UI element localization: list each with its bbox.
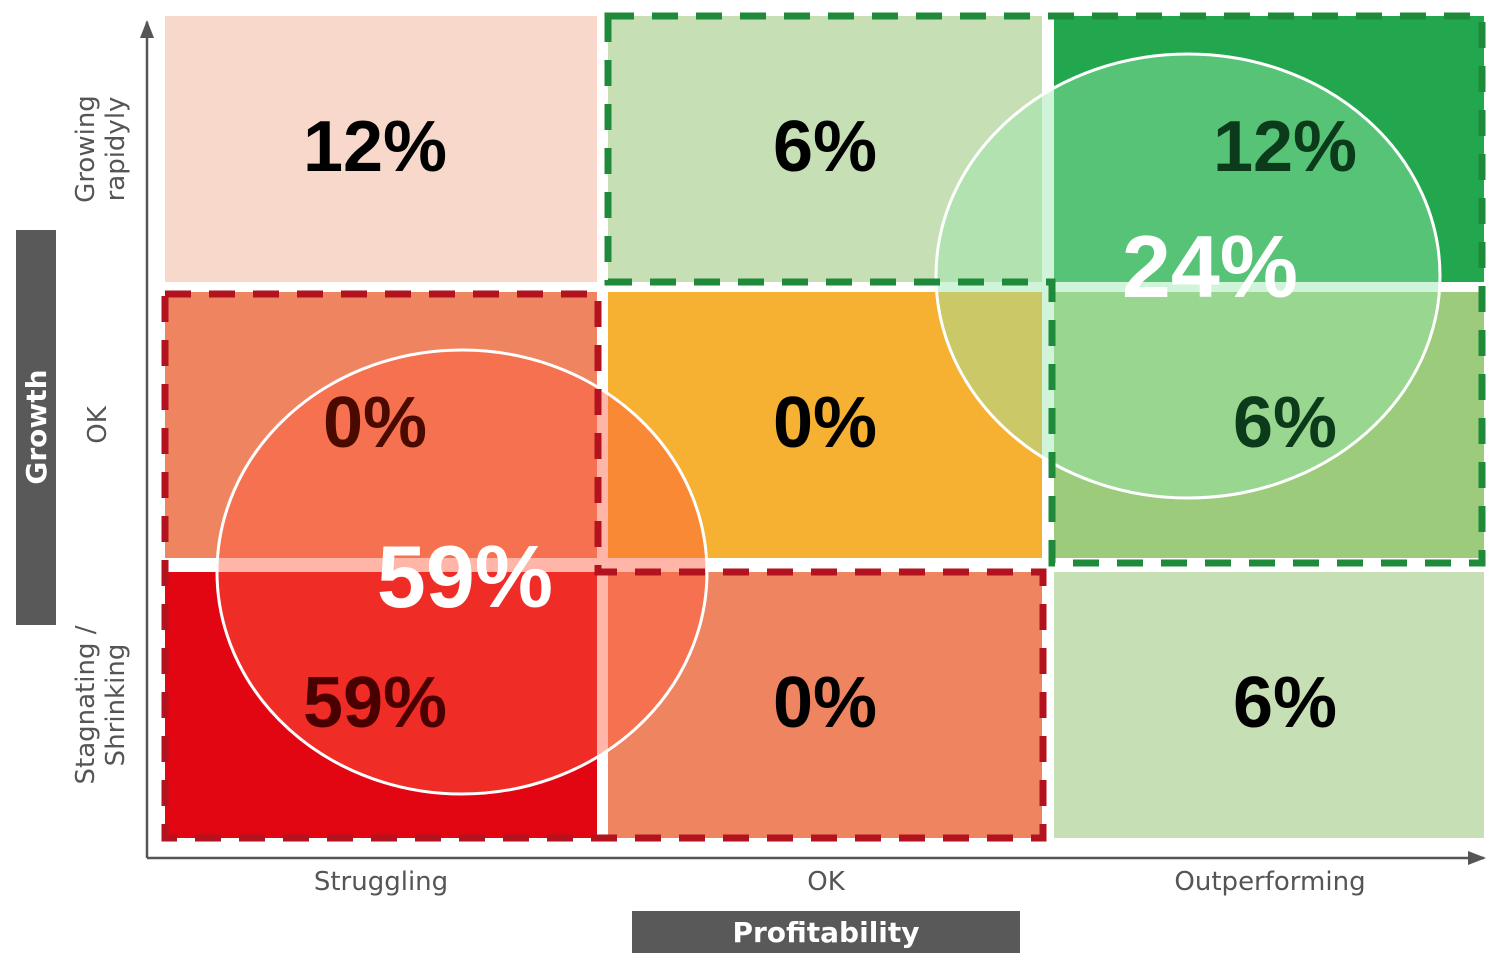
- group-total-label: 24%: [1122, 217, 1298, 316]
- y-tick-label: Stagnating /Shrinking: [71, 625, 131, 784]
- cell-value-label: 6%: [773, 107, 877, 187]
- group-circle: [934, 52, 1442, 500]
- x-tick-label: OK: [807, 867, 845, 897]
- cell-value-label: 12%: [303, 107, 447, 187]
- cell-value-label: 0%: [773, 383, 877, 463]
- cells-layer: [165, 16, 1484, 838]
- matrix-cell: [165, 292, 597, 558]
- x-axis-title-bar: [632, 911, 1020, 953]
- cell-value-label: 6%: [1233, 383, 1337, 463]
- matrix-cell: [1054, 292, 1484, 558]
- x-axis-title: Profitability: [732, 916, 919, 949]
- cell-value-label: 6%: [1233, 663, 1337, 743]
- y-axis-title-bar: [16, 230, 56, 625]
- cell-value-label: 12%: [1213, 107, 1357, 187]
- cell-value-label: 0%: [773, 663, 877, 743]
- matrix-cell: [608, 572, 1042, 838]
- cell-value-label: 59%: [303, 663, 447, 743]
- x-tick-label: Outperforming: [1174, 867, 1365, 897]
- matrix-cell: [165, 572, 597, 838]
- x-tick-label: Struggling: [314, 867, 448, 897]
- y-axis-title: Growth: [20, 369, 53, 484]
- matrix-cell: [608, 16, 1042, 282]
- cell-value-label: 0%: [323, 383, 427, 463]
- y-tick-labels: Growingrapidyly OK Stagnating /Shrinking: [71, 95, 131, 784]
- circles-layer: [215, 52, 1442, 796]
- y-tick-label: OK: [83, 405, 113, 443]
- labels-layer: 12% 6% 12% 0% 0% 6% 59% 0% 6% 59% 24%: [303, 107, 1357, 743]
- group-total-label: 59%: [377, 527, 553, 626]
- matrix-cell: [608, 292, 1042, 558]
- axes-layer: Struggling OK Outperforming Growingrapid…: [16, 20, 1486, 953]
- group-dashed-border: [604, 12, 1486, 567]
- matrix-cell: [1054, 572, 1484, 838]
- group-circle: [215, 348, 709, 796]
- y-tick-label: Growingrapidyly: [71, 95, 131, 203]
- group-borders-layer: [161, 12, 1486, 842]
- group-dashed-border: [161, 290, 1047, 842]
- matrix-cell: [165, 16, 597, 282]
